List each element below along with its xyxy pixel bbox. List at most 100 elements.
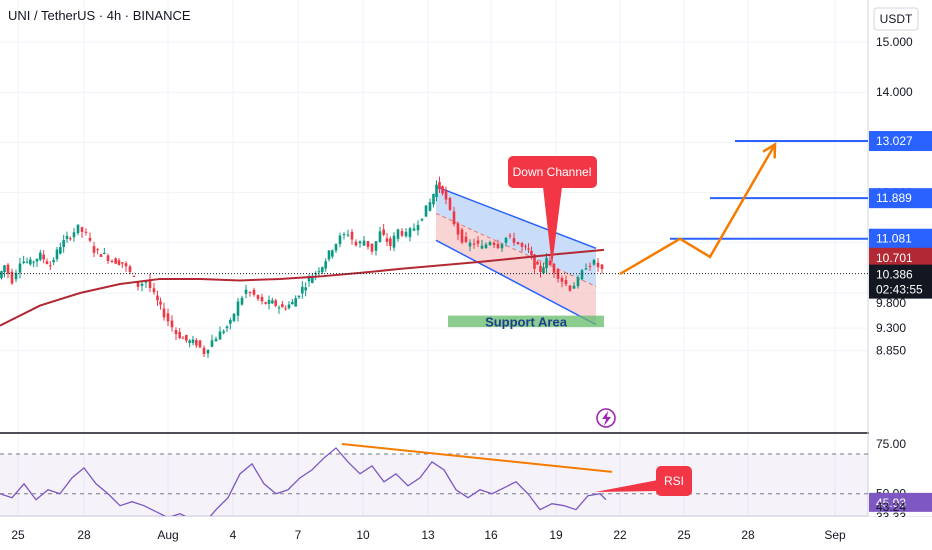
down-channel bbox=[435, 185, 597, 326]
candle-body bbox=[214, 338, 218, 342]
candle-body bbox=[260, 296, 264, 302]
moving-average bbox=[0, 248, 605, 327]
candle-body bbox=[331, 250, 334, 257]
channel-mid-line bbox=[435, 212, 597, 287]
rsi-tick: 75.00 bbox=[876, 437, 906, 451]
candle-body bbox=[152, 288, 156, 293]
candle-body bbox=[460, 229, 464, 243]
candle-body bbox=[338, 235, 342, 245]
candle-body bbox=[404, 231, 408, 237]
candle-body bbox=[588, 265, 592, 267]
candle-body bbox=[468, 242, 472, 247]
candle-body bbox=[59, 247, 62, 254]
candle-body bbox=[520, 243, 524, 247]
candle-body bbox=[592, 259, 596, 265]
candle-body bbox=[548, 260, 552, 266]
candle-body bbox=[435, 184, 438, 198]
rsi-current-tag bbox=[869, 492, 932, 512]
ma-price-tag bbox=[869, 247, 932, 268]
candle-body bbox=[256, 295, 260, 299]
grid bbox=[0, 0, 932, 517]
price-tick: 8.850 bbox=[876, 344, 906, 358]
currency-box bbox=[873, 7, 919, 31]
candle-body bbox=[277, 307, 281, 309]
time-tick: Sep bbox=[824, 528, 846, 542]
candle-body bbox=[382, 229, 385, 235]
candle-body bbox=[114, 258, 117, 264]
time-axis: 25 28 Aug 4 7 10 13 16 19 22 25 28 Sep bbox=[0, 517, 932, 550]
projection-path bbox=[619, 143, 777, 276]
price-tick: 14.000 bbox=[876, 85, 913, 99]
candle-body bbox=[444, 190, 448, 200]
candle-body bbox=[65, 236, 69, 239]
candle-body bbox=[358, 241, 362, 244]
candle-body bbox=[291, 301, 294, 305]
candle-body bbox=[218, 331, 222, 340]
time-tick: Aug bbox=[157, 528, 178, 542]
rsi-series bbox=[0, 447, 607, 516]
rsi-divergence-line bbox=[341, 443, 613, 473]
candle-body bbox=[428, 202, 432, 211]
candle-body bbox=[536, 262, 539, 265]
candle-body bbox=[106, 255, 110, 262]
candle-body bbox=[244, 289, 248, 294]
rsi-line bbox=[0, 447, 607, 516]
candle-body bbox=[117, 260, 121, 265]
price-tick: 15.000 bbox=[876, 35, 913, 49]
candle-body bbox=[317, 271, 321, 273]
candle-body bbox=[236, 301, 240, 316]
time-tick: 28 bbox=[77, 528, 91, 542]
candle-body bbox=[400, 231, 404, 236]
level-tag-text: 11.889 bbox=[876, 191, 912, 205]
candle-body bbox=[504, 237, 508, 243]
candle-body bbox=[188, 340, 191, 343]
candle-body bbox=[52, 259, 55, 263]
level-tag bbox=[869, 131, 932, 152]
projection-arrowhead bbox=[762, 142, 777, 159]
candle-body bbox=[596, 262, 600, 268]
candle-body bbox=[55, 249, 59, 260]
candle-body bbox=[432, 194, 435, 205]
candle-body bbox=[178, 332, 181, 339]
candle-body bbox=[385, 238, 389, 242]
candle-body bbox=[252, 289, 256, 295]
candle-body bbox=[10, 271, 14, 284]
rsi-current-text: 45.93 bbox=[876, 496, 906, 510]
candle-body bbox=[452, 211, 456, 225]
candle-body bbox=[195, 340, 198, 346]
candle-body bbox=[527, 248, 530, 250]
candle-body bbox=[206, 349, 210, 354]
candle-body bbox=[545, 257, 548, 269]
price-tick: 9.800 bbox=[876, 296, 906, 310]
candle-body bbox=[412, 228, 416, 231]
level-tag-text: 11.081 bbox=[876, 232, 912, 246]
ma-price-tag-text: 10.701 bbox=[876, 251, 913, 265]
down-channel-label: Down Channel bbox=[513, 165, 592, 179]
candle-body bbox=[84, 231, 88, 233]
support-area: Support Area bbox=[448, 314, 604, 329]
candle-body bbox=[166, 313, 170, 322]
candle-body bbox=[156, 295, 159, 301]
level-tag bbox=[869, 188, 932, 209]
support-area-label: Support Area bbox=[485, 314, 568, 329]
level-tag bbox=[869, 228, 932, 249]
candle-body bbox=[366, 241, 370, 247]
candle-body bbox=[354, 241, 358, 246]
rsi-tick: 43.24 bbox=[876, 500, 906, 514]
candle-body bbox=[472, 243, 476, 245]
candle-body bbox=[476, 240, 480, 244]
candle-body bbox=[136, 281, 140, 287]
candle-body bbox=[484, 244, 488, 249]
candle-body bbox=[29, 259, 32, 265]
price-tick: 9.300 bbox=[876, 321, 906, 335]
candle-body bbox=[284, 308, 287, 310]
candle-body bbox=[88, 237, 92, 241]
candle-body bbox=[72, 232, 76, 238]
rsi-pointer bbox=[595, 480, 658, 492]
candle-body bbox=[552, 263, 556, 273]
candle-body bbox=[438, 181, 441, 189]
candle-body bbox=[580, 270, 584, 280]
candle-body bbox=[274, 300, 277, 306]
